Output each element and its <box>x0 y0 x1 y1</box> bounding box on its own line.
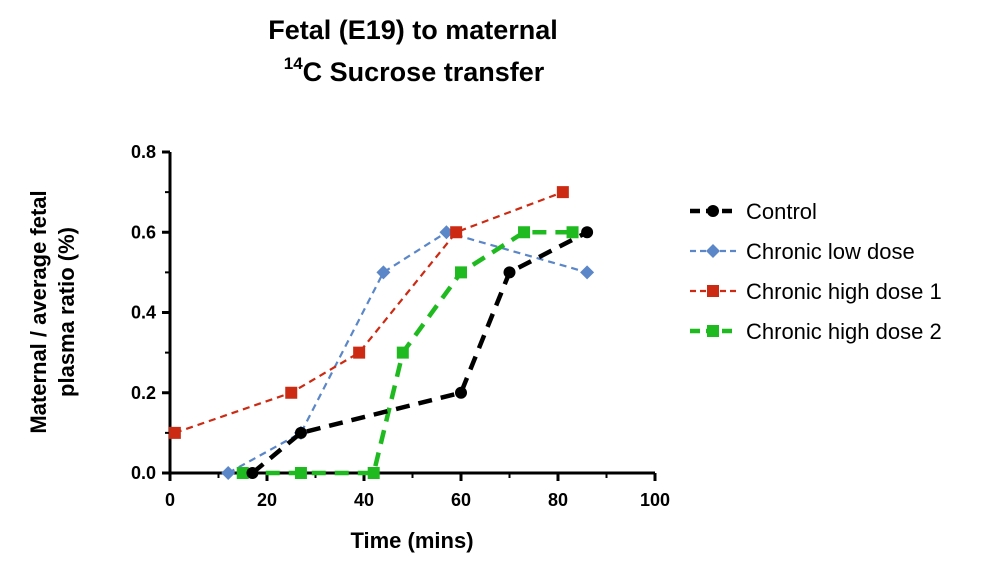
legend-item-chronic-high-dose-2: Chronic high dose 2 <box>690 319 942 344</box>
svg-text:14C Sucrose transfer: 14C Sucrose transfer <box>284 54 545 87</box>
data-point <box>455 266 467 279</box>
data-point <box>450 226 463 239</box>
data-point <box>503 266 516 279</box>
chart-title-line2: 14C Sucrose transfer <box>284 54 545 87</box>
y-tick-label: 0.8 <box>131 142 156 162</box>
data-point <box>236 467 249 479</box>
data-point <box>246 467 259 479</box>
legend-item-chronic-low-dose: Chronic low dose <box>690 239 915 264</box>
legend-marker <box>706 244 720 258</box>
y-tick-label: 0.0 <box>131 463 156 483</box>
data-point <box>581 226 594 239</box>
x-tick-label: 100 <box>640 490 670 510</box>
axes: 0 20 40 60 80 100 0.0 0.2 0.4 0.6 0.8 <box>131 142 670 510</box>
data-point <box>396 346 409 359</box>
data-point <box>455 386 467 399</box>
data-point <box>556 186 569 199</box>
legend-label: Control <box>746 199 817 224</box>
chart-title-line1: Fetal (E19) to maternal <box>268 15 558 45</box>
data-point <box>367 467 380 479</box>
y-tick-label: 0.2 <box>131 383 156 403</box>
data-point <box>294 467 307 479</box>
legend-label: Chronic high dose 2 <box>746 319 942 344</box>
legend-label: Chronic low dose <box>746 239 915 264</box>
x-tick-label: 40 <box>354 490 374 510</box>
data-point <box>518 226 531 239</box>
legend-label: Chronic high dose 1 <box>746 279 942 304</box>
legend-item-chronic-high-dose-1: Chronic high dose 1 <box>690 279 942 304</box>
y-axis-title: Maternal / average fetal plasma ratio (%… <box>26 190 79 433</box>
data-point <box>353 346 366 359</box>
y-axis-title-line1: Maternal / average fetal <box>26 190 51 433</box>
chart-title-rest: C Sucrose transfer <box>303 57 545 87</box>
legend-marker <box>707 285 719 297</box>
series-chronic-high-dose-1 <box>168 186 569 439</box>
series-chronic-high-dose-2 <box>236 226 579 479</box>
legend-marker <box>707 205 719 217</box>
data-point <box>168 426 181 439</box>
series-control <box>246 226 594 479</box>
data-point <box>566 226 579 239</box>
series-line <box>174 191 564 434</box>
data-point <box>439 225 454 240</box>
data-point <box>285 386 298 399</box>
y-tick-label: 0.4 <box>131 303 156 323</box>
data-point <box>580 265 595 280</box>
chart-title-superscript: 14 <box>284 54 303 73</box>
y-axis-title-line2: plasma ratio (%) <box>54 227 79 397</box>
x-tick-label: 20 <box>257 490 277 510</box>
x-tick-label: 60 <box>451 490 471 510</box>
data-point <box>221 466 236 480</box>
data-point <box>376 265 391 280</box>
series-layer <box>168 186 595 480</box>
data-point <box>294 426 307 439</box>
legend-item-control: Control <box>690 199 817 224</box>
x-tick-label: 80 <box>548 490 568 510</box>
y-tick-label: 0.6 <box>131 222 156 242</box>
x-axis-title: Time (mins) <box>350 528 473 553</box>
series-line <box>227 231 588 474</box>
legend-marker <box>707 325 719 337</box>
x-tick-label: 0 <box>165 490 175 510</box>
legend: Control Chronic low dose Chronic high dose… <box>690 199 942 344</box>
